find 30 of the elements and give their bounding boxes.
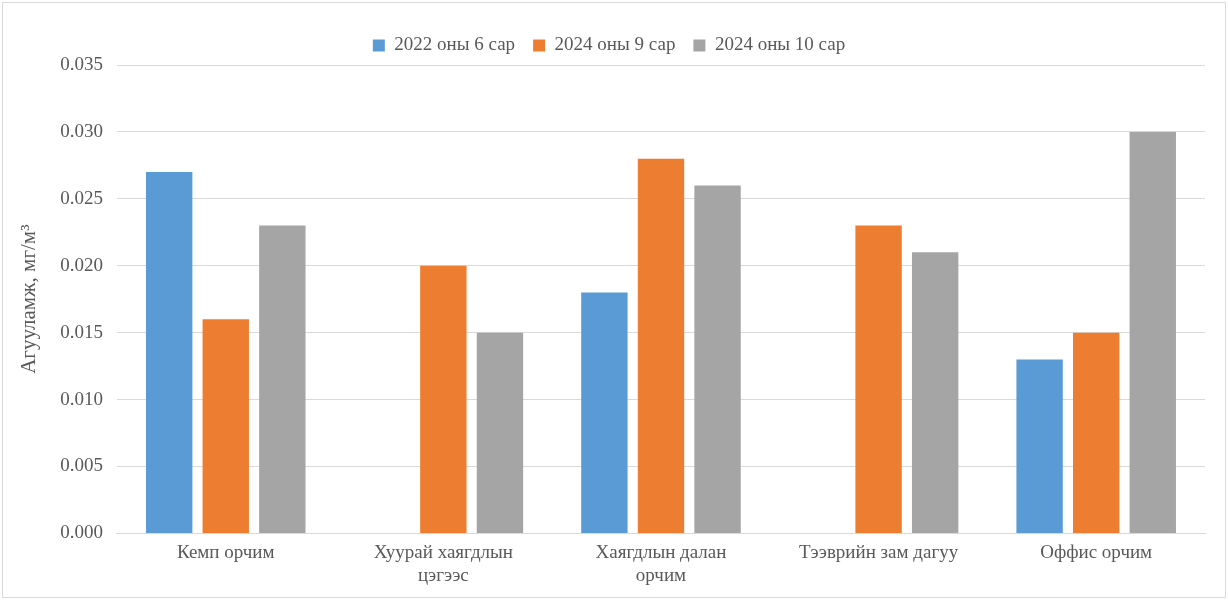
bar xyxy=(420,265,467,533)
x-tick-label: Хуурай хаягдлын цэгээс xyxy=(373,540,513,585)
y-tick-label: 0.035 xyxy=(60,52,103,74)
bar xyxy=(855,225,902,533)
bar xyxy=(694,185,741,533)
y-tick-label: 0.005 xyxy=(60,454,103,476)
bar xyxy=(911,252,959,533)
x-tick-label: Оффис орчим xyxy=(1040,540,1153,562)
y-tick-label: 0.025 xyxy=(60,186,103,208)
bar xyxy=(1016,359,1063,533)
x-tick-label: Хаягдлын далан орчим xyxy=(595,540,727,585)
bar xyxy=(476,332,524,533)
bar xyxy=(145,172,193,533)
bar xyxy=(637,158,685,533)
x-tick-label: Тээврийн зам дагуу xyxy=(798,540,959,562)
legend-label: 2024 оны 9 сар xyxy=(554,33,676,55)
y-tick-label: 0.015 xyxy=(60,320,103,342)
legend-label: 2022 оны 6 сар xyxy=(394,33,516,55)
y-tick-label: 0.010 xyxy=(60,387,103,409)
bar xyxy=(259,225,306,533)
y-tick-label: 0.030 xyxy=(60,119,103,141)
x-tick-label: Кемп орчим xyxy=(176,540,275,562)
legend-label: 2024 оны 10 сар xyxy=(714,33,846,55)
bar xyxy=(202,319,249,533)
y-tick-label: 0.000 xyxy=(60,521,103,543)
bar xyxy=(1129,131,1176,533)
y-tick-label: 0.020 xyxy=(60,253,103,275)
bar xyxy=(1073,332,1120,533)
bar xyxy=(581,292,628,533)
y-axis-title: Агууламж, мг/м³ xyxy=(16,224,41,374)
